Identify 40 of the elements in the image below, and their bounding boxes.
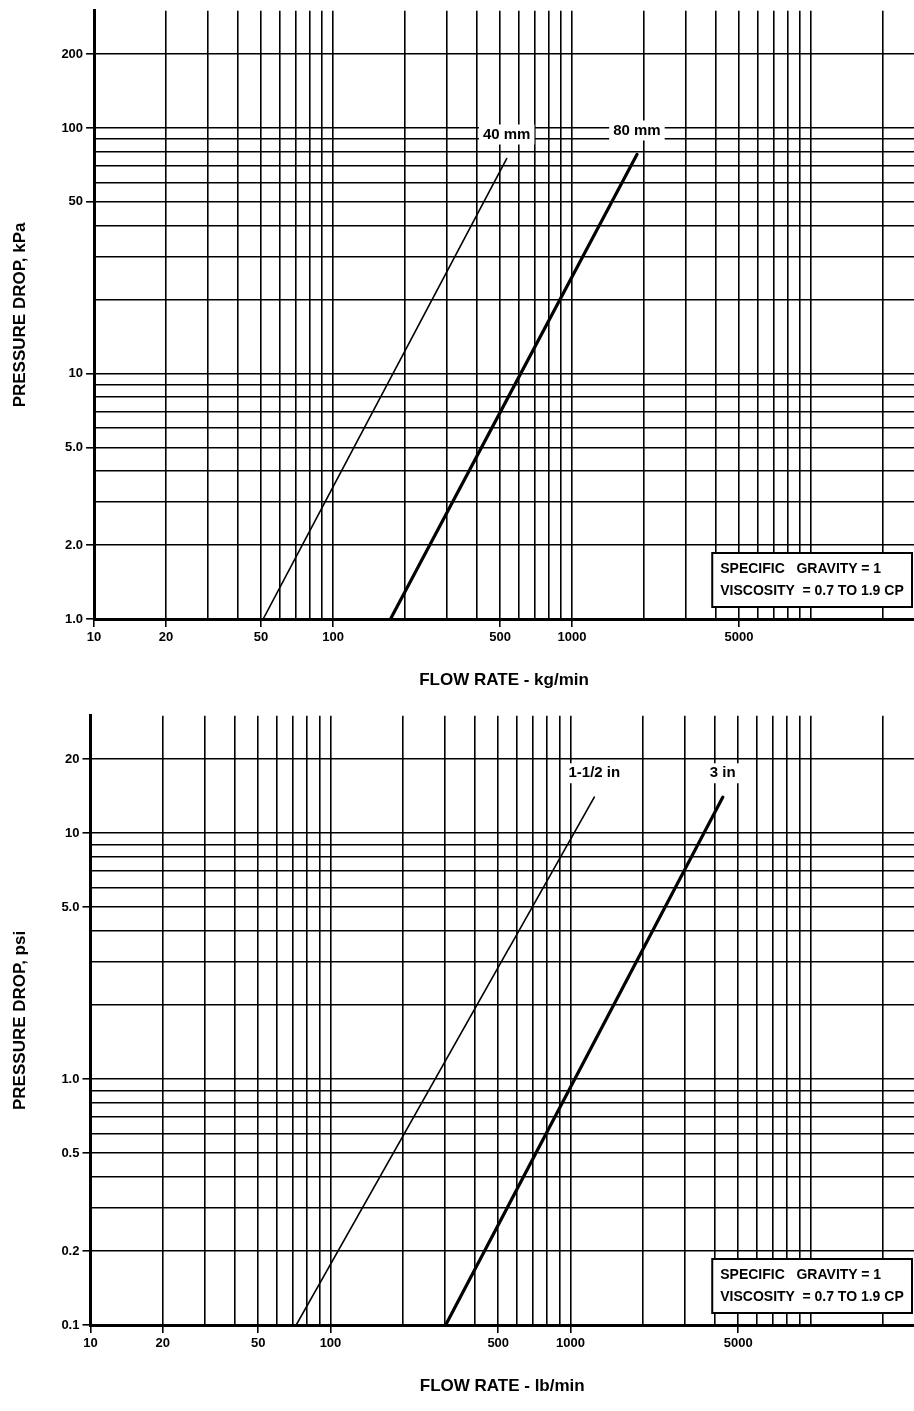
y-tick-label: 0.2 bbox=[61, 1242, 80, 1258]
x-tick-label: 50 bbox=[253, 629, 269, 645]
x-tick-label: 100 bbox=[322, 629, 344, 645]
x-axis-title: FLOW RATE - lb/min bbox=[419, 1376, 585, 1396]
y-axis-title: PRESSURE DROP, kPa bbox=[9, 221, 29, 408]
y-tick-label: 200 bbox=[61, 45, 84, 61]
x-tick-label: 10 bbox=[83, 1335, 98, 1351]
annotation: VISCOSITY = 0.7 TO 1.9 CP bbox=[720, 1287, 904, 1304]
y-tick-label: 0.5 bbox=[61, 1144, 80, 1160]
series-label: 40 mm bbox=[482, 124, 531, 142]
series-label: 3 in bbox=[709, 763, 736, 781]
x-tick-label: 10 bbox=[86, 629, 102, 645]
x-tick-label: 20 bbox=[158, 629, 174, 645]
annotation: SPECIFIC GRAVITY = 1 bbox=[720, 1265, 882, 1282]
y-tick-label: 5.0 bbox=[65, 438, 84, 454]
x-tick-label: 1000 bbox=[556, 1335, 585, 1351]
y-tick-label: 100 bbox=[61, 119, 84, 135]
y-tick-label: 20 bbox=[65, 750, 80, 766]
series-label: 80 mm bbox=[613, 120, 661, 138]
annotation: VISCOSITY = 0.7 TO 1.9 CP bbox=[720, 581, 904, 598]
x-tick-label: 20 bbox=[155, 1335, 170, 1351]
series-label: 1-1/2 in bbox=[568, 763, 621, 781]
x-tick-label: 500 bbox=[489, 629, 511, 645]
y-tick-label: 50 bbox=[68, 193, 84, 209]
x-axis-title: FLOW RATE - kg/min bbox=[419, 670, 589, 690]
x-tick-label: 5000 bbox=[724, 629, 754, 645]
y-tick-label: 1.0 bbox=[65, 610, 84, 626]
y-tick-label: 1.0 bbox=[61, 1070, 80, 1086]
x-tick-label: 5000 bbox=[723, 1335, 753, 1351]
x-tick-label: 100 bbox=[319, 1335, 342, 1351]
x-tick-label: 50 bbox=[250, 1335, 266, 1351]
annotation: SPECIFIC GRAVITY = 1 bbox=[720, 559, 882, 576]
y-tick-label: 2.0 bbox=[65, 536, 84, 552]
x-tick-label: 500 bbox=[487, 1335, 510, 1351]
y-axis-title: PRESSURE DROP, psi bbox=[9, 930, 29, 1110]
y-tick-label: 0.1 bbox=[61, 1316, 80, 1332]
x-tick-label: 1000 bbox=[557, 629, 587, 645]
y-tick-label: 10 bbox=[68, 365, 84, 381]
y-tick-label: 10 bbox=[65, 824, 80, 840]
y-tick-label: 5.0 bbox=[61, 898, 80, 914]
